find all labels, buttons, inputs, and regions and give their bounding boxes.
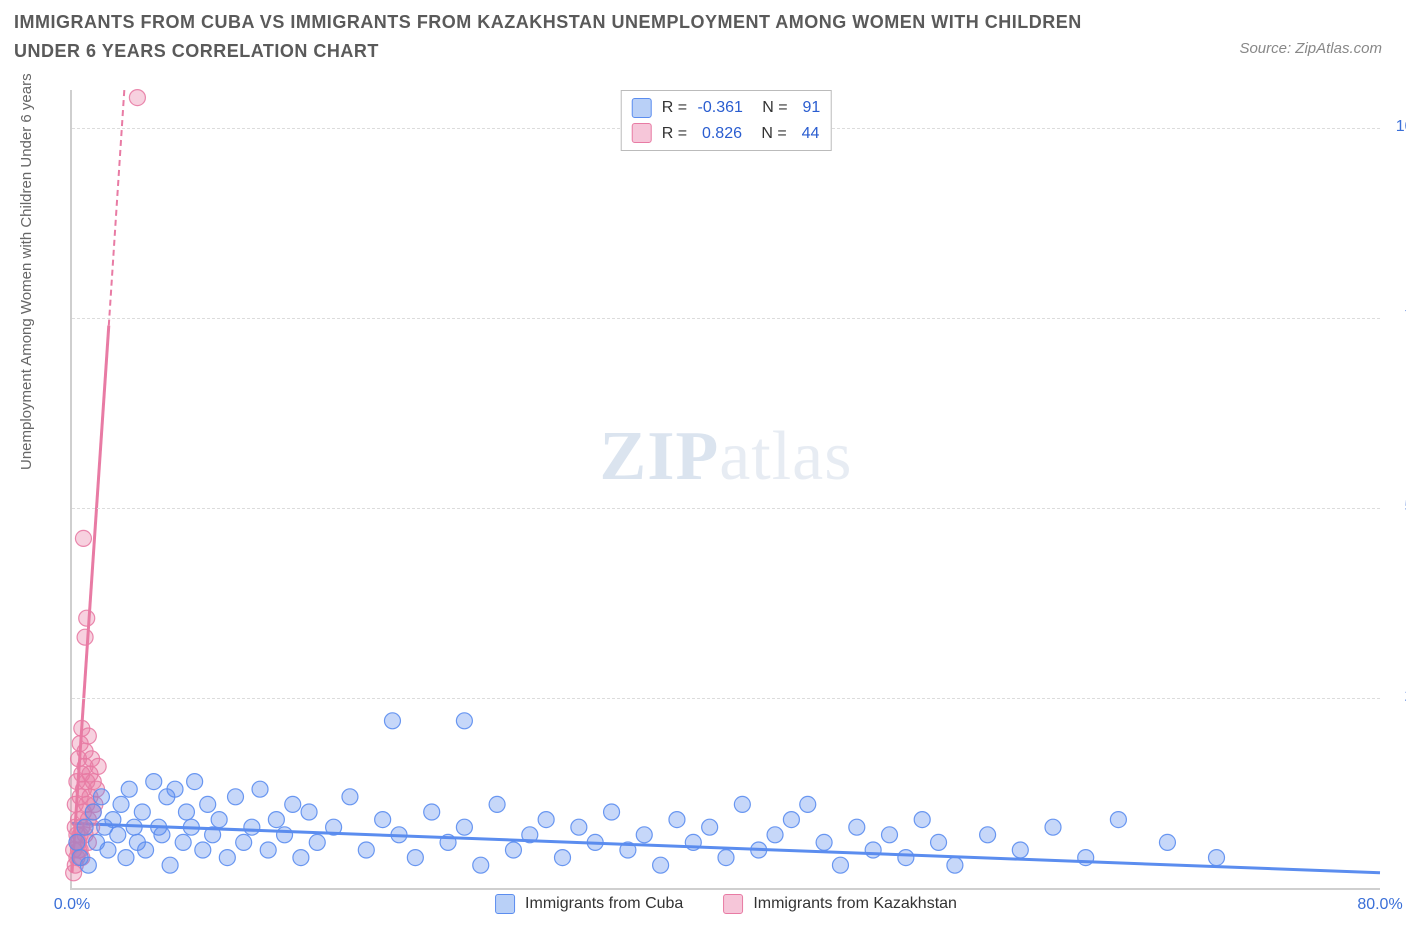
swatch-kazakhstan (632, 123, 652, 143)
legend-item-kazakhstan: Immigrants from Kazakhstan (723, 894, 957, 914)
legend-row-kazakhstan: R = 0.826 N = 44 (632, 121, 821, 147)
swatch-kazakhstan-bottom (723, 894, 743, 914)
legend-row-cuba: R = -0.361 N = 91 (632, 95, 821, 121)
legend-r-value-cuba: -0.361 (698, 95, 743, 121)
legend-n-label: N = (748, 121, 796, 147)
y-axis-label: Unemployment Among Women with Children U… (18, 73, 35, 470)
chart-container: IMMIGRANTS FROM CUBA VS IMMIGRANTS FROM … (0, 0, 1406, 930)
swatch-cuba (632, 98, 652, 118)
source-attribution: Source: ZipAtlas.com (1239, 40, 1382, 57)
y-tick-label: 75.0% (1390, 308, 1406, 326)
x-tick-label: 0.0% (54, 896, 90, 914)
plot-area: ZIPatlas R = -0.361 N = 91 R = 0.826 N =… (70, 90, 1380, 890)
legend-label-cuba: Immigrants from Cuba (525, 895, 683, 913)
legend-r-label: R = (662, 95, 692, 121)
legend-r-value-kazakhstan: 0.826 (702, 121, 742, 147)
legend-n-value-cuba: 91 (802, 95, 820, 121)
correlation-legend: R = -0.361 N = 91 R = 0.826 N = 44 (621, 90, 832, 151)
x-tick-label: 80.0% (1357, 896, 1402, 914)
y-tick-label: 100.0% (1390, 118, 1406, 136)
series-legend: Immigrants from Cuba Immigrants from Kaz… (495, 894, 957, 914)
gridline (72, 318, 1380, 319)
legend-n-value-kazakhstan: 44 (802, 121, 820, 147)
legend-label-kazakhstan: Immigrants from Kazakhstan (753, 895, 957, 913)
swatch-cuba-bottom (495, 894, 515, 914)
gridline (72, 698, 1380, 699)
gridline (72, 508, 1380, 509)
chart-svg (72, 90, 1380, 888)
legend-item-cuba: Immigrants from Cuba (495, 894, 683, 914)
y-tick-label: 50.0% (1390, 498, 1406, 516)
legend-r-label: R = (662, 121, 696, 147)
y-tick-label: 25.0% (1390, 688, 1406, 706)
chart-title: IMMIGRANTS FROM CUBA VS IMMIGRANTS FROM … (14, 8, 1106, 66)
legend-n-label: N = (749, 95, 797, 121)
